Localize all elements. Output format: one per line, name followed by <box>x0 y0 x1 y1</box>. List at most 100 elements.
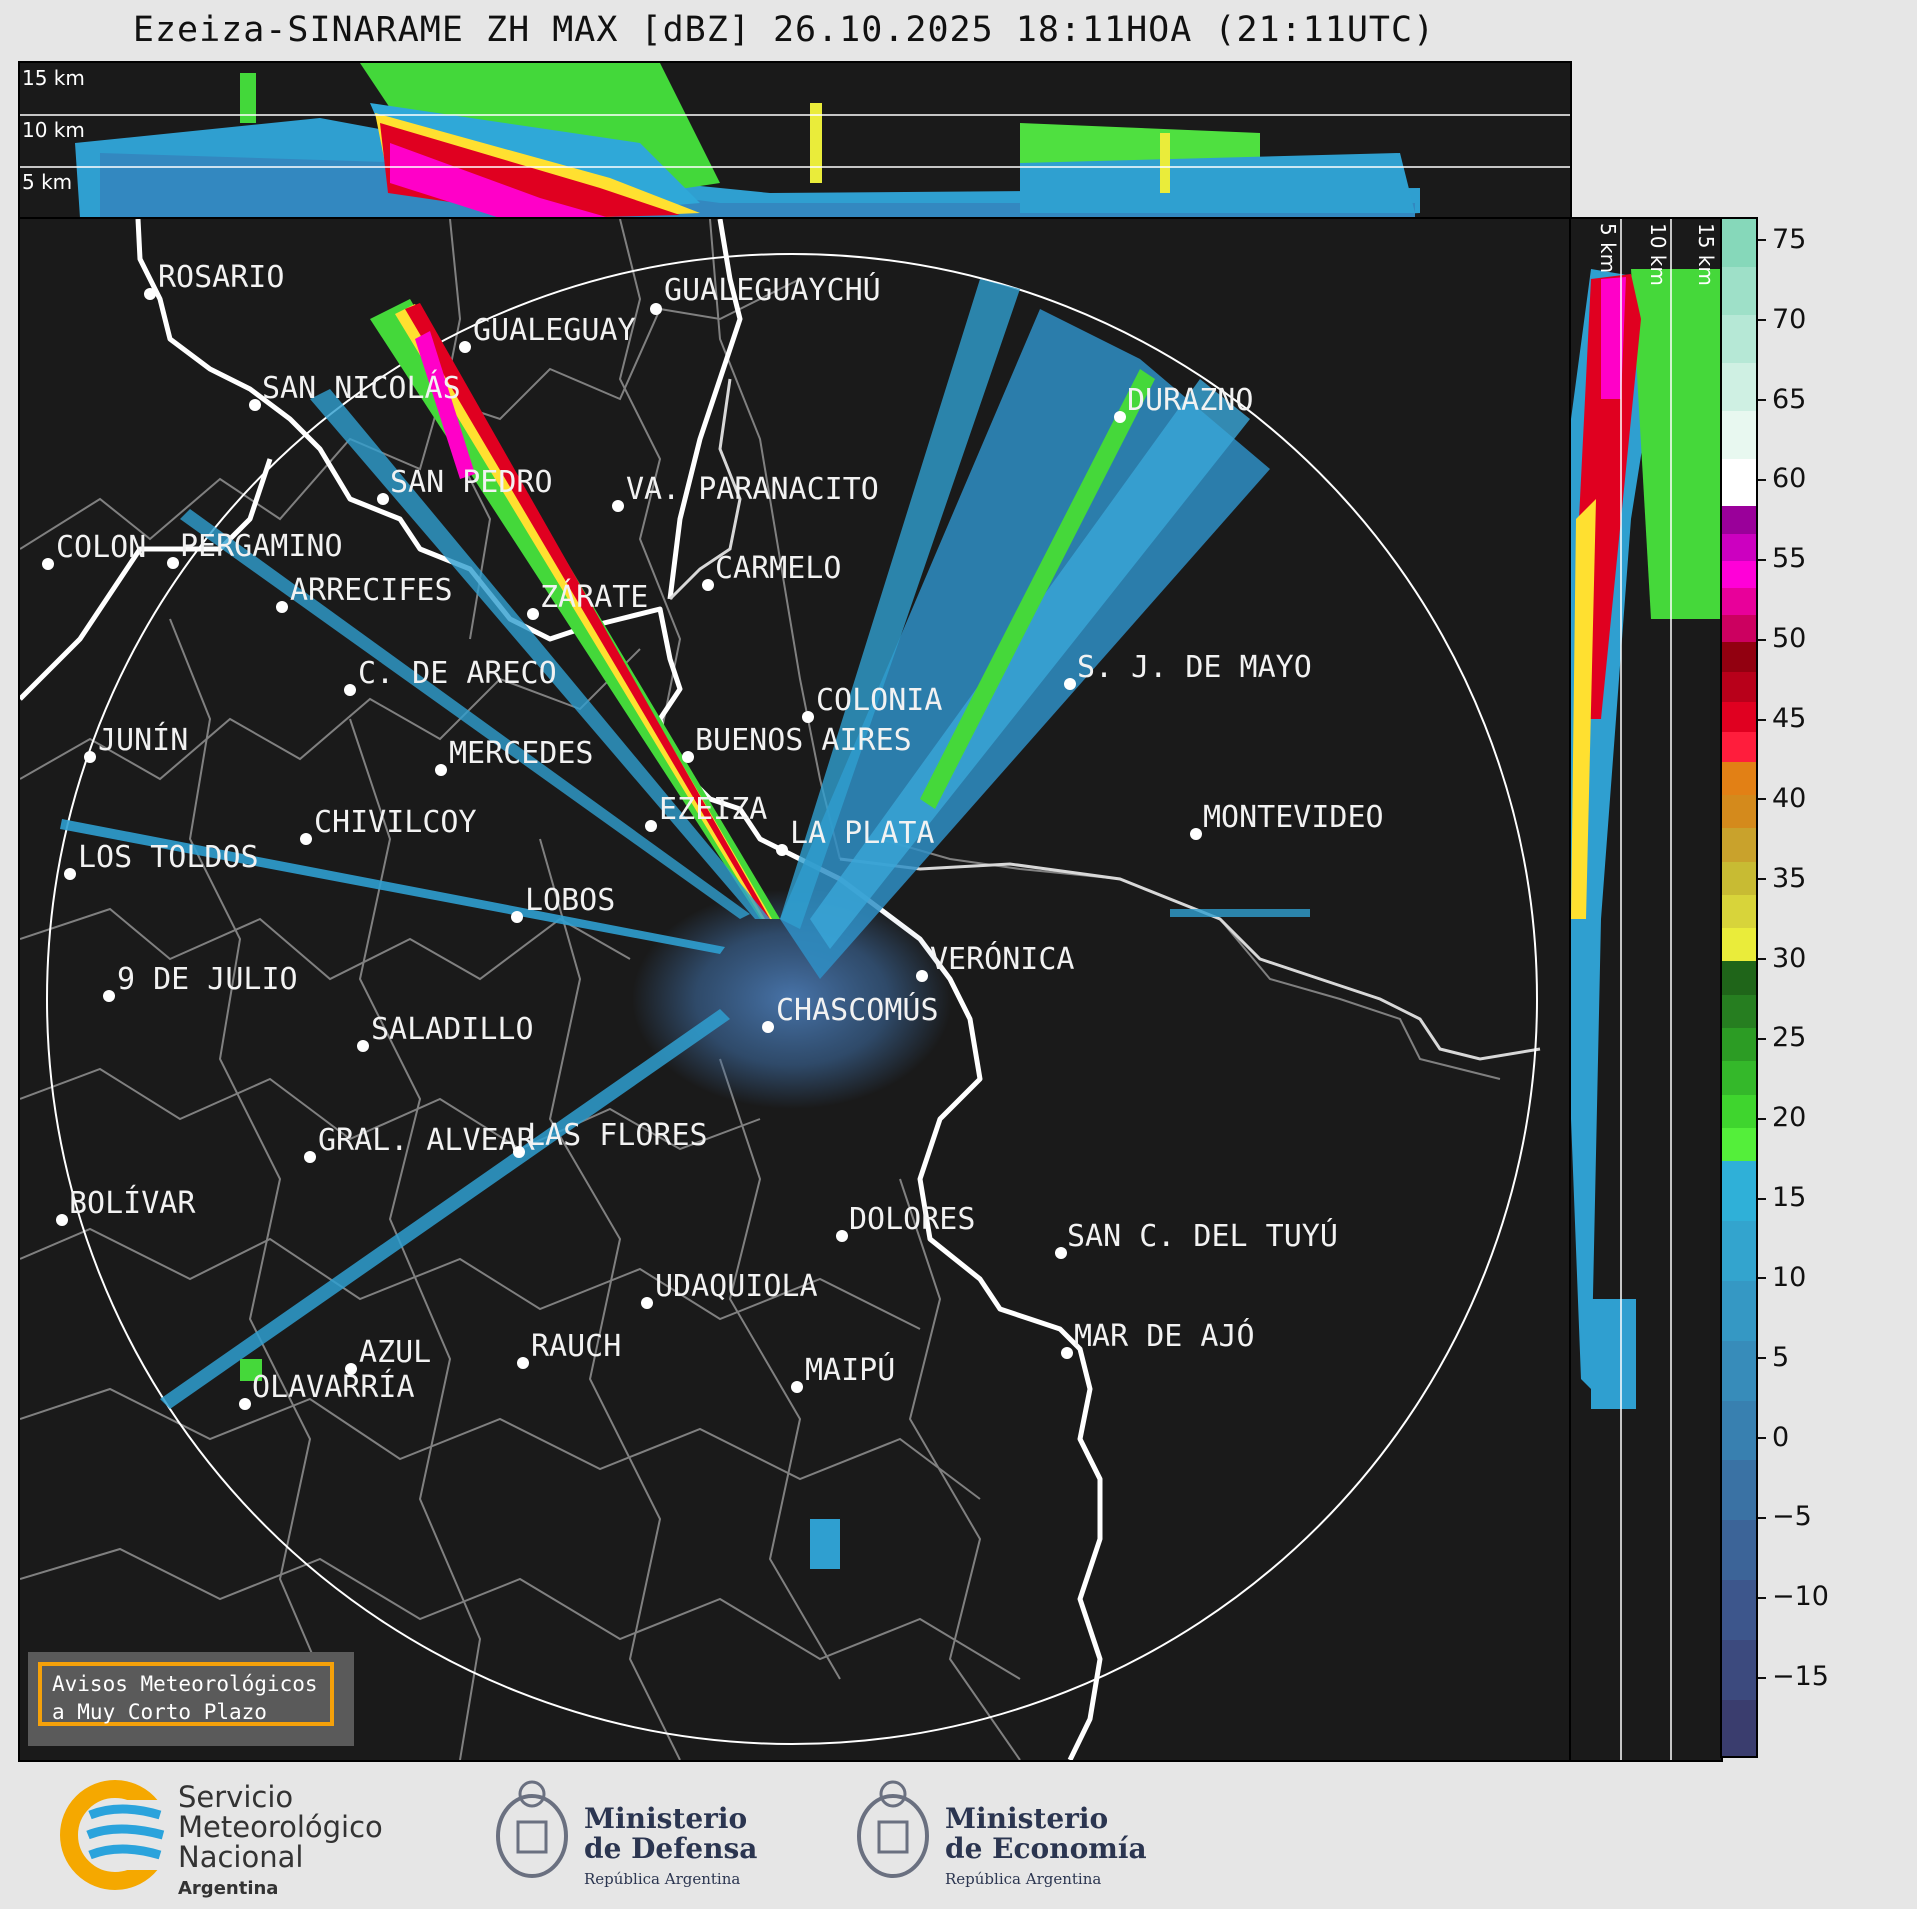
city-dot <box>103 990 115 1002</box>
echo-line-green-ne <box>920 369 1155 809</box>
city-label: CARMELO <box>715 551 841 586</box>
colorbar-segment <box>1722 861 1756 895</box>
city-34: MAR DE AJÓ <box>1061 1317 1255 1359</box>
city-dot <box>641 1297 653 1309</box>
colorbar-tick: 65 <box>1757 383 1807 415</box>
city-9: CARMELO <box>702 551 841 591</box>
smn-line-4: Argentina <box>178 1878 279 1899</box>
radar-map-svg: ROSARIO GUALEGUAYCHÚ GUALEGUAY SAN NICOLÁS D… <box>20 219 1541 1760</box>
ground-clutter <box>632 889 952 1109</box>
colorbar-tick-label: 45 <box>1772 703 1807 735</box>
city-19: MONTEVIDEO <box>1190 800 1384 840</box>
city-label: SALADILLO <box>371 1012 534 1047</box>
city-5: SAN PEDRO <box>377 465 553 505</box>
city-label: VA. PARANACITO <box>626 472 879 507</box>
city-27: SALADILLO <box>357 1012 534 1052</box>
side-section-svg: 5 km 10 km 15 km <box>1571 219 1721 1760</box>
city-11: ZÁRATE <box>527 579 648 620</box>
echo-ray-west <box>60 819 725 954</box>
section-echo-yellow-cell <box>1160 133 1170 193</box>
colorbar-segment <box>1722 506 1756 534</box>
colorbar-segment <box>1722 1094 1756 1128</box>
city-dot <box>836 1230 848 1242</box>
city-label: S. J. DE MAYO <box>1077 650 1312 685</box>
city-label: MONTEVIDEO <box>1203 800 1384 835</box>
city-label: DURAZNO <box>1127 383 1253 418</box>
colorbar-tick: 60 <box>1757 463 1806 494</box>
city-dot <box>84 751 96 763</box>
city-dot <box>42 558 54 570</box>
city-3: SAN NICOLÁS <box>249 370 461 411</box>
city-label: ARRECIFES <box>290 573 453 608</box>
city-label: GUALEGUAY <box>473 313 636 348</box>
warning-line-1: Avisos Meteorológicos <box>52 1672 318 1696</box>
city-dot <box>1055 1247 1067 1259</box>
admin-boundaries <box>20 219 1501 1760</box>
defensa-line-3: República Argentina <box>584 1870 741 1888</box>
footer-logos <box>60 1780 929 1890</box>
colorbar-segment <box>1722 1699 1756 1756</box>
colorbar-tick: 50 <box>1757 623 1806 654</box>
city-6: VA. PARANACITO <box>612 472 879 512</box>
city-24: VERÓNICA <box>916 940 1075 982</box>
city-label: SAN C. DEL TUYÚ <box>1067 1217 1338 1254</box>
city-dot <box>916 970 928 982</box>
colorbar-segment <box>1722 1340 1756 1401</box>
city-label: GRAL. ALVEAR <box>318 1123 536 1158</box>
ministerio-defensa: Ministerio de Defensa República Argentin… <box>584 1804 757 1889</box>
warning-line-2: a Muy Corto Plazo <box>52 1700 267 1724</box>
city-dot <box>1190 828 1202 840</box>
city-13: S. J. DE MAYO <box>1064 650 1312 690</box>
smn-line-1: Servicio <box>178 1780 294 1814</box>
echo-ray-nw-2 <box>180 509 750 919</box>
colorbar-tick-label: 65 <box>1772 383 1807 415</box>
city-label: ZÁRATE <box>540 579 648 615</box>
city-25: 9 DE JULIO <box>103 962 298 1002</box>
city-23: LOBOS <box>511 883 615 923</box>
colorbar-segment <box>1722 894 1756 929</box>
city-dot <box>300 833 312 845</box>
city-label: PERGAMINO <box>180 529 343 564</box>
city-label: JUNÍN <box>98 722 188 758</box>
side-echo-low <box>1591 1299 1636 1409</box>
city-dot <box>64 868 76 880</box>
warning-box-frame[interactable]: Avisos Meteorológicos a Muy Corto Plazo <box>38 1662 334 1726</box>
colorbar-tick-label: 20 <box>1772 1102 1807 1134</box>
colorbar-tick: 0 <box>1757 1422 1789 1453</box>
colorbar-tick: 55 <box>1757 543 1806 574</box>
city-dot <box>304 1151 316 1163</box>
city-label: MERCEDES <box>449 736 594 771</box>
city-label: GUALEGUAYCHÚ <box>664 271 881 308</box>
city-label: C. DE ARECO <box>358 656 557 691</box>
city-dot <box>511 911 523 923</box>
city-label: COLON <box>56 530 146 565</box>
city-38: OLAVARRÍA <box>239 1369 415 1410</box>
colorbar-tick: 30 <box>1757 943 1806 974</box>
city-dot <box>517 1357 529 1369</box>
echo-ray-sw <box>160 1009 730 1409</box>
city-label: MAIPÚ <box>805 1351 895 1388</box>
city-label: LOS TOLDOS <box>78 840 259 875</box>
city-7: COLON <box>42 530 146 570</box>
city-dot <box>1114 411 1126 423</box>
colorbar-tick-label: 15 <box>1772 1182 1807 1214</box>
colorbar-segment <box>1722 1127 1756 1162</box>
colorbar-tick: 70 <box>1757 304 1806 335</box>
economia-emblem-icon <box>857 1780 929 1878</box>
warning-box[interactable]: Avisos Meteorológicos a Muy Corto Plazo <box>28 1652 354 1746</box>
city-markers: ROSARIO GUALEGUAYCHÚ GUALEGUAY SAN NICOLÁS D… <box>42 260 1384 1410</box>
colorbar-tick: 45 <box>1757 703 1807 735</box>
city-label: RAUCH <box>531 1329 621 1364</box>
colorbar-segment <box>1722 219 1756 267</box>
colorbar-segment <box>1722 828 1756 862</box>
colorbar-tick: 25 <box>1757 1022 1806 1053</box>
section-echo-magenta <box>390 143 610 218</box>
city-label: BOLÍVAR <box>69 1185 196 1221</box>
city-15: JUNÍN <box>84 722 188 763</box>
height-label-10km: 10 km <box>22 118 85 142</box>
colorbar-segment <box>1722 702 1756 732</box>
economia-line-1: Ministerio <box>945 1802 1109 1835</box>
top-height-section: 15 km 10 km 5 km <box>18 61 1572 220</box>
side-label-10km: 10 km <box>1646 223 1670 286</box>
economia-line-3: República Argentina <box>945 1870 1102 1888</box>
